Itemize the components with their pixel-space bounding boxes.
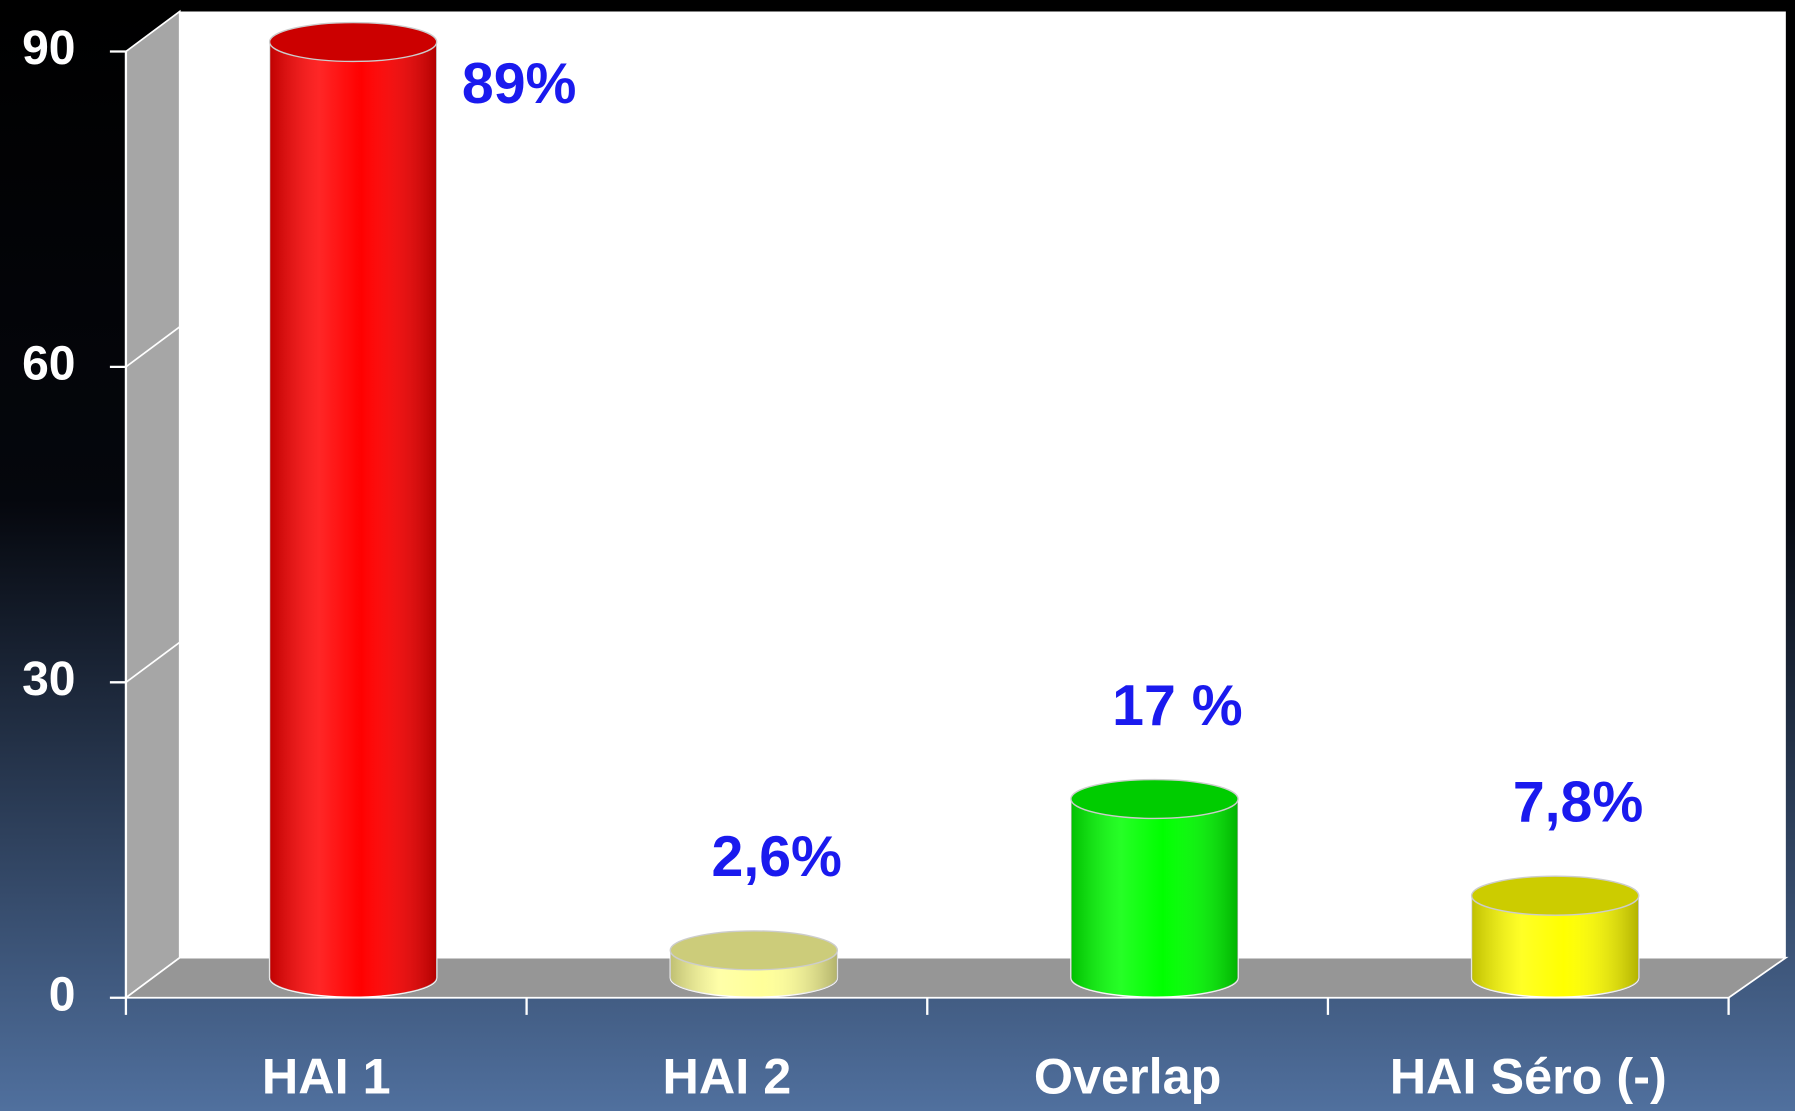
back-wall: [179, 11, 1786, 958]
bar-top: [1470, 875, 1640, 916]
grid-line: [125, 326, 181, 368]
value-label: 2,6%: [711, 825, 841, 889]
value-label: 7,8%: [1513, 771, 1643, 835]
x-tick-label: Overlap: [1034, 1047, 1222, 1104]
x-tick-label: HAI 1: [262, 1047, 391, 1104]
category-ticks: [124, 997, 1730, 1015]
bar-top: [669, 930, 839, 971]
y-tick-label: 60: [22, 337, 75, 391]
bar-top: [268, 21, 438, 63]
x-tick-label: HAI Séro (-): [1390, 1047, 1667, 1104]
y-tick-label: 0: [49, 967, 76, 1021]
y-tick-label: 90: [22, 21, 75, 75]
bar-shade: [1070, 798, 1239, 998]
value-label: 89%: [462, 52, 577, 116]
value-label: 17 %: [1112, 674, 1242, 738]
side-wall: [125, 9, 181, 1000]
bar-shade: [269, 41, 437, 998]
y-tick-label: 30: [22, 652, 75, 706]
grid-line: [125, 641, 181, 684]
bar-top: [1070, 778, 1239, 820]
bar-shade: [1471, 895, 1639, 998]
floor: [123, 956, 1789, 999]
x-tick-label: HAI 2: [663, 1047, 792, 1104]
